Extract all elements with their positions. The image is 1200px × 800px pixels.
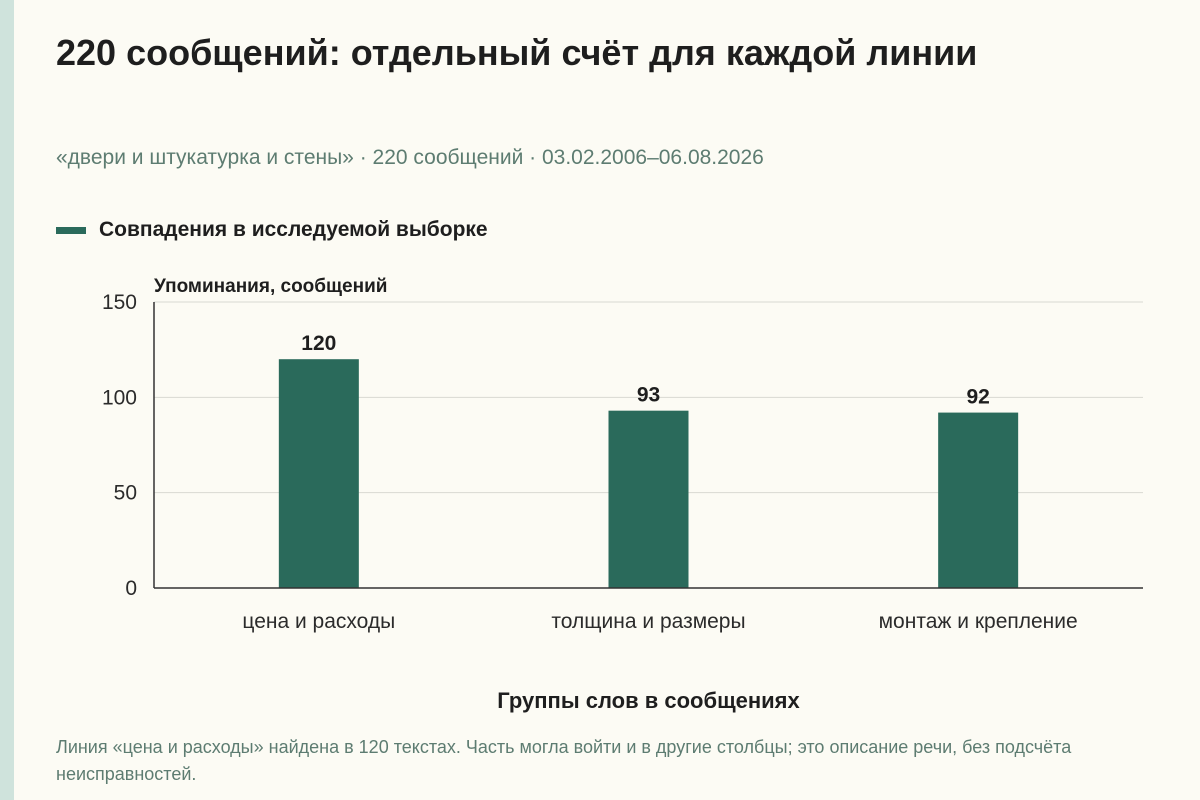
legend-swatch	[56, 226, 86, 234]
bar-value-label: 93	[637, 384, 660, 407]
y-tick-label: 50	[114, 482, 137, 505]
bars	[278, 359, 1019, 588]
x-category-label: толщина и размеры	[551, 610, 745, 633]
legend-label: Совпадения в исследуемой выборке	[99, 218, 488, 241]
y-tick-label: 0	[125, 577, 137, 600]
x-category-labels: цена и расходы толщина и размеры монтаж и …	[242, 610, 1077, 633]
footnote: Линия «цена и расходы» найдена в 120 тек…	[56, 737, 1072, 784]
x-category-label: монтаж и крепление	[879, 610, 1078, 633]
y-tick-labels: 0 50 100 150	[102, 291, 137, 600]
y-tick-label: 100	[102, 386, 137, 409]
y-axis-label: Упоминания, сообщений	[154, 276, 387, 297]
chart-subtitle: «двери и штукатурка и стены» · 220 сообщ…	[56, 146, 764, 169]
chart-title: 220 сообщений: отдельный счёт для каждой…	[56, 32, 978, 73]
x-category-label: цена и расходы	[242, 610, 395, 633]
bar-value-labels: 120 93 92	[301, 332, 990, 408]
bar	[278, 359, 359, 588]
bar	[608, 410, 689, 588]
bar-value-label: 120	[301, 332, 336, 355]
bar	[938, 412, 1019, 588]
legend: Совпадения в исследуемой выборке	[56, 218, 488, 242]
bar-value-label: 92	[966, 386, 989, 409]
x-axis-label: Группы слов в сообщениях	[497, 688, 800, 713]
left-accent-strip	[0, 0, 14, 800]
y-tick-label: 150	[102, 291, 137, 314]
